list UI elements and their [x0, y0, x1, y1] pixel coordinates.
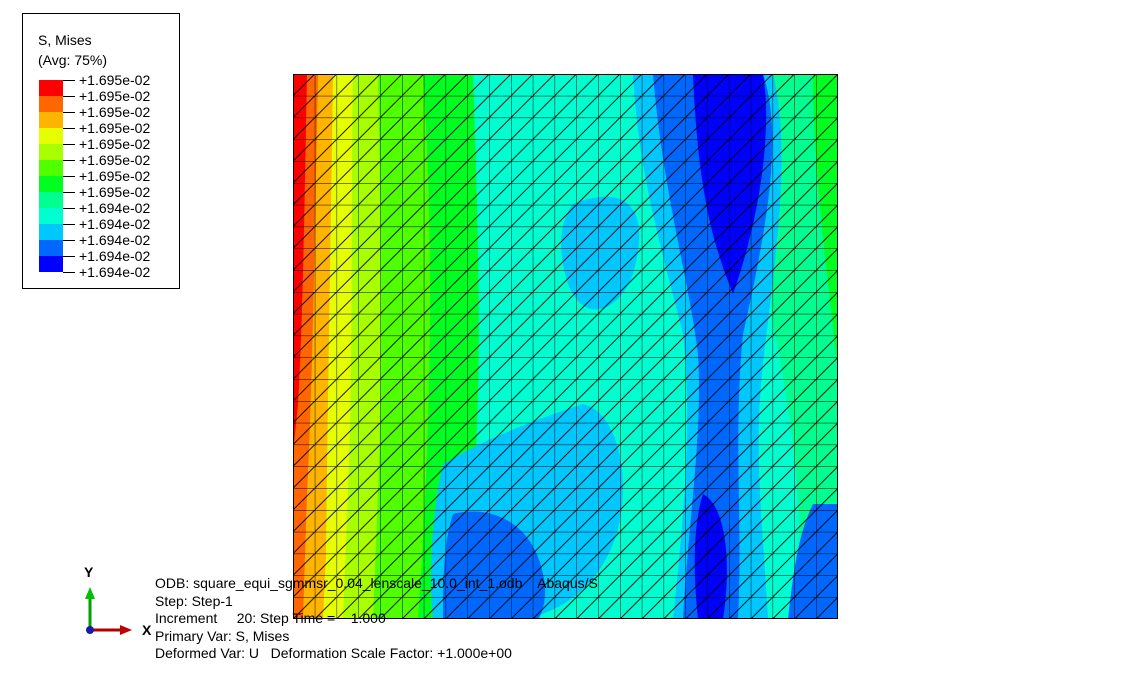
- legend-label: +1.695e-02: [63, 88, 150, 104]
- legend-swatch: [39, 176, 63, 192]
- legend-label: +1.695e-02: [63, 72, 150, 88]
- odb-line: ODB: square_equi_sgmmsr_0.04_lenscale_10…: [155, 575, 598, 591]
- legend-swatch: [39, 112, 63, 128]
- legend-swatch: [39, 208, 63, 224]
- legend-title: S, Mises: [38, 32, 92, 48]
- legend-swatch: [39, 80, 63, 96]
- step-line: Step: Step-1: [155, 592, 233, 609]
- legend-subtitle: (Avg: 75%): [38, 52, 107, 68]
- increment-line: Increment 20: Step Time = 1.000: [155, 610, 386, 626]
- mesh-grid: [293, 74, 838, 619]
- x-axis-arrowhead: [120, 625, 132, 635]
- legend-label: +1.695e-02: [63, 152, 150, 168]
- legend-label: +1.694e-02: [63, 248, 150, 264]
- legend-swatch: [39, 144, 63, 160]
- legend-label: +1.694e-02: [63, 216, 150, 232]
- odb-info: ODB: square_equi_sgmmsr_0.04_lenscale_10…: [155, 575, 598, 663]
- y-axis-label: Y: [84, 565, 94, 580]
- legend-label: +1.694e-02: [63, 200, 150, 216]
- legend-swatch: [39, 128, 63, 144]
- legend-label: +1.694e-02: [63, 232, 150, 248]
- legend-label: +1.694e-02: [63, 264, 150, 280]
- legend-swatch: [39, 160, 63, 176]
- y-axis-arrowhead: [85, 587, 95, 599]
- z-axis-dot: [86, 626, 94, 634]
- axis-triad: Y X: [84, 565, 152, 638]
- legend-swatch: [39, 224, 63, 240]
- legend-swatch: [39, 256, 63, 272]
- legend-swatch: [39, 96, 63, 112]
- legend-label: +1.695e-02: [63, 120, 150, 136]
- primary-var-line: Primary Var: S, Mises: [155, 627, 290, 644]
- deformed-var-line: Deformed Var: U Deformation Scale Factor…: [155, 645, 512, 661]
- mesh-border: [293, 74, 838, 619]
- legend-label: +1.695e-02: [63, 168, 150, 184]
- x-axis-label: X: [142, 622, 152, 638]
- legend: S, Mises (Avg: 75%) +1.695e-02 +1.695e-02…: [22, 13, 180, 289]
- contour-mesh-plot: [293, 74, 838, 619]
- legend-label: +1.695e-02: [63, 136, 150, 152]
- legend-swatch: [39, 240, 63, 256]
- legend-swatch: [39, 192, 63, 208]
- legend-label: +1.695e-02: [63, 104, 150, 120]
- legend-label: +1.695e-02: [63, 184, 150, 200]
- legend-color-bar: [39, 80, 63, 272]
